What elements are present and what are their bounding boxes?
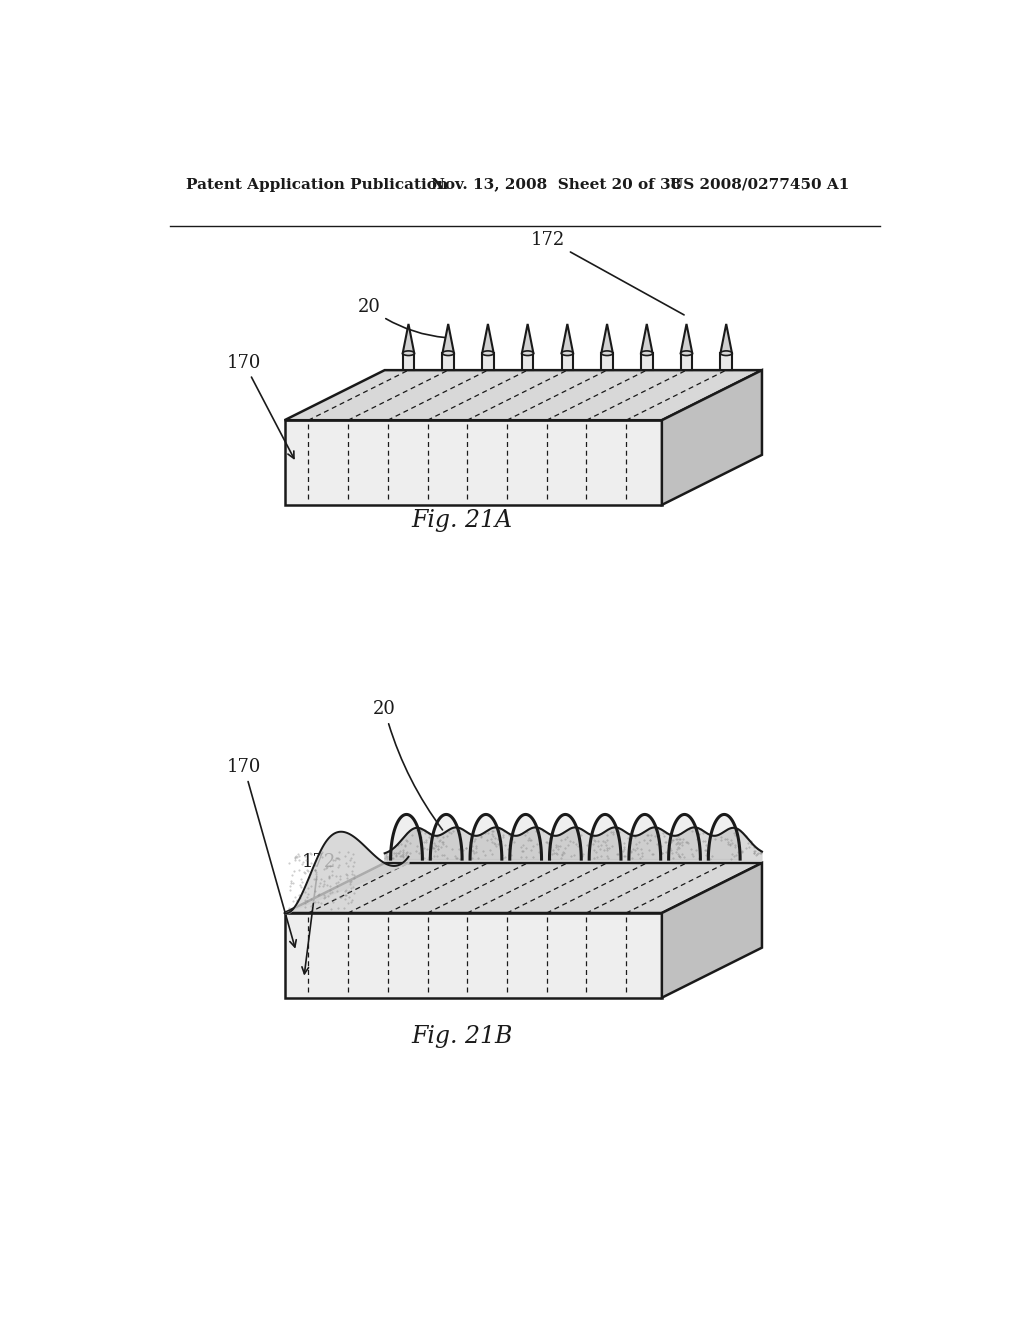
Polygon shape bbox=[482, 323, 494, 354]
Polygon shape bbox=[285, 420, 662, 506]
Polygon shape bbox=[402, 354, 415, 370]
Polygon shape bbox=[522, 323, 534, 354]
Polygon shape bbox=[601, 354, 612, 370]
Text: 170: 170 bbox=[226, 354, 294, 458]
Polygon shape bbox=[482, 354, 494, 370]
Ellipse shape bbox=[482, 351, 494, 355]
Text: US 2008/0277450 A1: US 2008/0277450 A1 bbox=[670, 178, 849, 191]
Ellipse shape bbox=[601, 351, 612, 355]
Polygon shape bbox=[721, 323, 732, 354]
Polygon shape bbox=[641, 354, 652, 370]
Polygon shape bbox=[285, 863, 762, 913]
Polygon shape bbox=[522, 354, 534, 370]
Text: Patent Application Publication: Patent Application Publication bbox=[186, 178, 449, 191]
Polygon shape bbox=[561, 323, 573, 354]
Polygon shape bbox=[285, 913, 662, 998]
Ellipse shape bbox=[681, 351, 692, 355]
Ellipse shape bbox=[522, 351, 534, 355]
Polygon shape bbox=[681, 323, 692, 354]
Polygon shape bbox=[385, 828, 762, 861]
Ellipse shape bbox=[641, 351, 652, 355]
Text: 170: 170 bbox=[226, 758, 296, 946]
Polygon shape bbox=[561, 354, 573, 370]
Text: Nov. 13, 2008  Sheet 20 of 38: Nov. 13, 2008 Sheet 20 of 38 bbox=[431, 178, 681, 191]
Ellipse shape bbox=[402, 351, 415, 355]
Text: Fig. 21A: Fig. 21A bbox=[412, 508, 512, 532]
Polygon shape bbox=[662, 863, 762, 998]
Polygon shape bbox=[402, 323, 415, 354]
Text: 172: 172 bbox=[531, 231, 684, 315]
Polygon shape bbox=[662, 370, 762, 506]
Ellipse shape bbox=[721, 351, 732, 355]
Polygon shape bbox=[721, 354, 732, 370]
Polygon shape bbox=[601, 323, 612, 354]
Polygon shape bbox=[442, 354, 454, 370]
Text: 20: 20 bbox=[357, 298, 445, 338]
Polygon shape bbox=[641, 323, 652, 354]
Text: 172: 172 bbox=[301, 853, 336, 974]
Ellipse shape bbox=[442, 351, 454, 355]
Ellipse shape bbox=[561, 351, 573, 355]
Text: 20: 20 bbox=[373, 701, 442, 830]
Polygon shape bbox=[285, 370, 762, 420]
Polygon shape bbox=[442, 323, 454, 354]
Text: Fig. 21B: Fig. 21B bbox=[411, 1024, 512, 1048]
Polygon shape bbox=[681, 354, 692, 370]
